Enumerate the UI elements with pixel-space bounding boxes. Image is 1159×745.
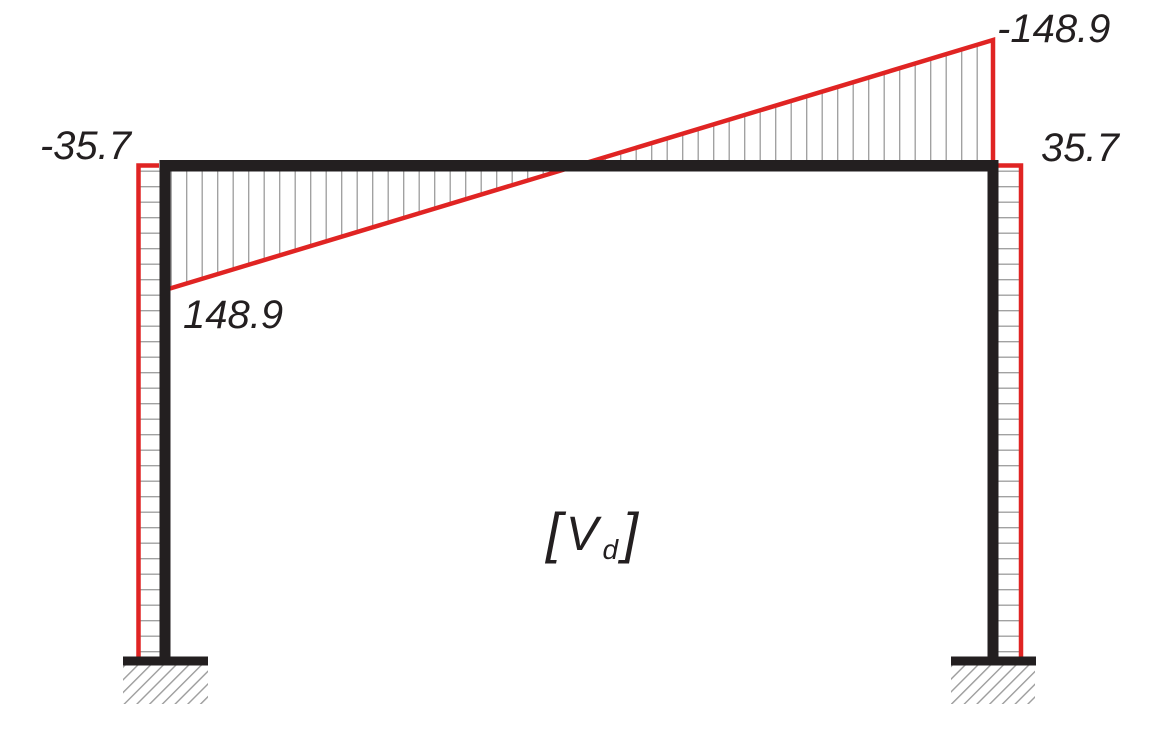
right-support-ground-line <box>951 656 1036 666</box>
label-beam-start-shear: 148.9 <box>183 293 283 337</box>
left-support-ground-line <box>123 656 208 666</box>
frame-beam <box>160 160 998 172</box>
diagram-title: [ V d ] <box>544 501 640 565</box>
frame-left-column <box>159 160 171 658</box>
label-beam-end-shear: -148.9 <box>997 7 1110 51</box>
title-subscript: d <box>602 534 619 565</box>
label-left-column-shear: -35.7 <box>40 124 133 168</box>
beam-shear-outline <box>169 36 996 291</box>
title-open-bracket: [ <box>544 501 567 564</box>
left-column-shear-outline <box>136 163 159 657</box>
left-column-shear-hatch-area <box>140 167 160 657</box>
right-support-ground-hatch <box>951 665 1035 704</box>
left-support-ground-hatch <box>123 665 208 704</box>
right-column-shear-outline <box>998 163 1024 657</box>
left-support <box>123 656 208 704</box>
label-right-column-shear: 35.7 <box>1041 126 1121 170</box>
right-support <box>951 656 1036 704</box>
frame-right-column <box>987 160 999 658</box>
right-column-shear-hatch-area <box>998 167 1019 657</box>
title-close-bracket: ] <box>618 501 640 564</box>
title-symbol: V <box>566 508 602 561</box>
